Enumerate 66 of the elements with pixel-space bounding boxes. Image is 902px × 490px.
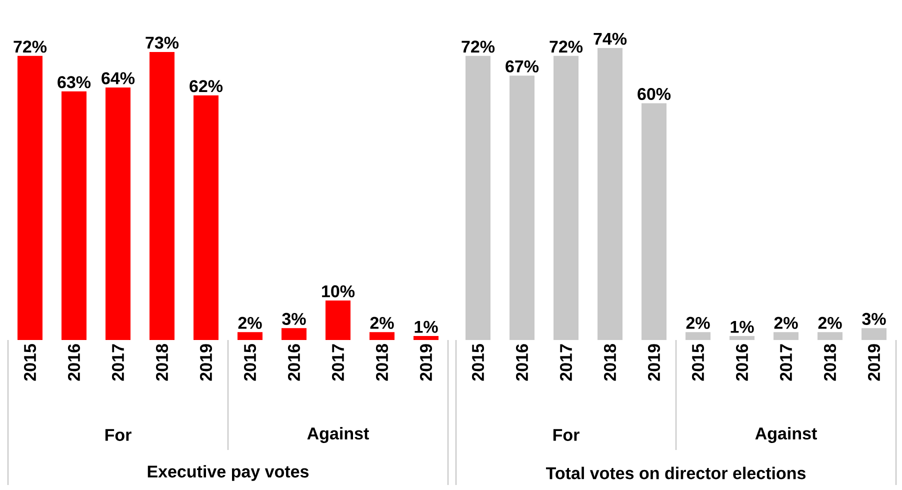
x-tick-label: 2019 <box>648 344 660 381</box>
bar <box>282 328 307 340</box>
x-axis-title: Total votes on director elections <box>546 466 806 480</box>
x-tick-label: 2015 <box>244 344 256 381</box>
text: Against <box>307 427 369 443</box>
data-label: 3% <box>862 312 886 325</box>
data-label: 63% <box>58 76 91 88</box>
x-tick-label: 2018 <box>604 344 616 381</box>
data-label: 1% <box>414 320 438 333</box>
x-tick-label: 2019 <box>420 344 432 381</box>
bar <box>238 332 263 340</box>
bar <box>774 332 799 340</box>
x-tick-label: 2015 <box>24 344 36 381</box>
bar <box>466 56 491 340</box>
bar <box>414 336 439 340</box>
bar <box>554 56 579 340</box>
bar <box>62 91 87 340</box>
x-tick-label: 2018 <box>156 344 168 381</box>
text: For <box>105 429 132 441</box>
x-tick-label: 2016 <box>516 344 528 381</box>
x-axis-title: Executive pay votes <box>148 465 309 481</box>
bar <box>18 56 42 340</box>
x-tick-label: 2016 <box>736 344 748 381</box>
x-tick-label: 2017 <box>332 344 344 381</box>
data-label: 3% <box>282 312 306 325</box>
bar <box>642 103 667 340</box>
bar <box>326 300 351 340</box>
bar <box>510 76 535 340</box>
x-tick-label: 2018 <box>376 344 388 381</box>
data-label: 72% <box>462 40 495 53</box>
data-label: 62% <box>190 80 223 92</box>
bar <box>598 48 623 340</box>
x-tick-label: 2015 <box>692 344 704 381</box>
x-tick-label: 2016 <box>288 344 300 381</box>
data-label: 10% <box>322 285 355 298</box>
text: For <box>553 429 580 441</box>
x-tick-label: 2017 <box>780 344 792 381</box>
bar <box>106 87 131 340</box>
x-tick-label: 2017 <box>560 344 572 381</box>
bar <box>194 95 219 340</box>
data-label: 73% <box>146 36 179 49</box>
data-label: 74% <box>594 32 627 45</box>
bar <box>686 332 711 340</box>
x-tick-label: 2019 <box>200 344 212 381</box>
data-label: 60% <box>638 88 671 100</box>
x-tick-label: 2019 <box>868 344 880 381</box>
data-label: 67% <box>506 60 539 72</box>
bar <box>730 336 755 340</box>
data-label: 72% <box>14 40 47 53</box>
bar <box>818 332 843 340</box>
x-tick-label: 2018 <box>824 344 836 381</box>
data-label: 2% <box>774 316 798 329</box>
bar <box>370 332 395 340</box>
x-tick-label: 2016 <box>68 344 80 381</box>
data-label: 2% <box>818 316 842 329</box>
bar <box>862 328 887 340</box>
data-label: 1% <box>730 320 754 333</box>
data-label: 64% <box>102 72 135 84</box>
x-tick-label: 2017 <box>112 344 124 381</box>
data-label: 72% <box>550 40 583 53</box>
bar <box>150 52 175 340</box>
data-label: 2% <box>238 316 262 329</box>
x-tick-label: 2015 <box>472 344 484 381</box>
data-label: 2% <box>370 316 394 329</box>
text: Against <box>755 427 817 443</box>
data-label: 2% <box>686 316 710 329</box>
